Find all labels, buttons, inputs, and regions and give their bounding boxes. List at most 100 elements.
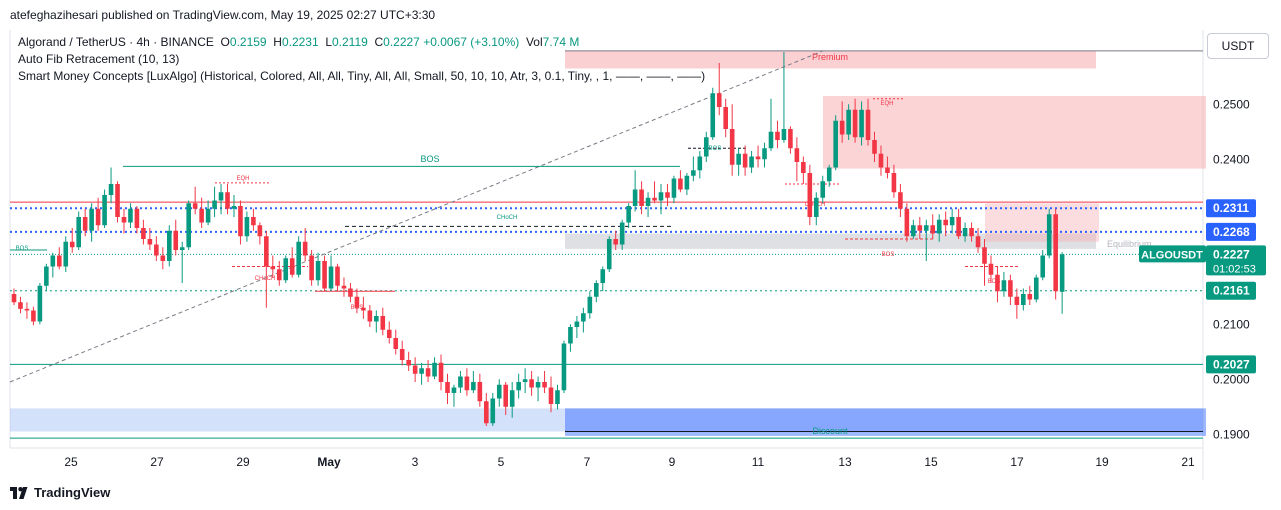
symbol-badge — [1139, 245, 1206, 263]
x-tick-label: 29 — [236, 455, 250, 469]
x-tick-label: 25 — [64, 455, 78, 469]
candle-body — [710, 93, 716, 138]
candle-body — [1008, 280, 1013, 297]
candle-body — [50, 255, 56, 267]
candle-body — [231, 206, 237, 209]
candle-body — [419, 368, 424, 374]
x-tick-label: 3 — [412, 455, 419, 469]
legend-o-label: O — [220, 35, 230, 49]
equilibrium-label: Equilibrium — [1107, 239, 1152, 249]
candle-body — [490, 398, 496, 424]
candle-body — [716, 93, 722, 107]
candle-body — [781, 129, 787, 140]
candle-body — [975, 236, 981, 248]
y-tick-label: 0.2400 — [1213, 152, 1250, 166]
x-tick-label: 17 — [1010, 455, 1024, 469]
candle-body — [44, 266, 49, 286]
candle-body — [11, 294, 17, 303]
last-price-badge — [1206, 245, 1266, 276]
candle-body — [762, 148, 767, 160]
candle-countdown: 01:02:53 — [1213, 263, 1256, 275]
currency-selector[interactable]: USDT — [1207, 33, 1269, 59]
candle-body — [703, 137, 709, 157]
fib-trendline — [9, 50, 824, 383]
brand-name: TradingView — [34, 485, 111, 500]
y-tick-label: 0.2500 — [1213, 97, 1250, 111]
x-tick-label: 27 — [150, 455, 164, 469]
candle-body — [671, 178, 677, 198]
candle-body — [425, 368, 431, 377]
legend-indicator-smc[interactable]: Smart Money Concepts [LuxAlgo] (Historic… — [18, 69, 706, 83]
candle-body — [238, 206, 243, 237]
candle-body — [244, 217, 250, 237]
candle-body — [852, 109, 858, 138]
candle-body — [665, 192, 670, 198]
candle-body — [445, 382, 450, 393]
x-tick-label: 11 — [752, 455, 765, 469]
candle-body — [898, 192, 903, 209]
legend-close: 0.2227 — [383, 35, 420, 49]
candle-body — [833, 120, 838, 168]
candle-body — [1059, 254, 1065, 292]
candles-group — [11, 52, 1065, 426]
candle-body — [134, 208, 140, 228]
price-badge-label: 0.2268 — [1213, 225, 1250, 239]
candle-body — [529, 379, 534, 388]
candle-body — [270, 266, 276, 270]
publisher-bar: atefeghazihesari published on TradingVie… — [0, 0, 1281, 30]
x-tick-label: 21 — [1181, 455, 1195, 469]
legend-indicator-fib[interactable]: Auto Fib Retracement (10, 13) — [18, 52, 180, 66]
candle-body — [212, 200, 217, 209]
candle-body — [619, 222, 625, 245]
candle-body — [826, 167, 832, 182]
candle-body — [302, 241, 308, 256]
structure-label: BOS — [988, 279, 1001, 285]
candle-body — [354, 296, 360, 308]
last-price-value: 0.2227 — [1213, 247, 1250, 261]
candle-body — [561, 343, 567, 391]
tradingview-logo[interactable]: TradingView — [10, 485, 110, 500]
candle-body — [309, 255, 314, 281]
candle-body — [878, 153, 884, 168]
structure-label: BOS — [882, 252, 895, 258]
candle-body — [742, 153, 748, 168]
candle-body — [438, 362, 444, 382]
candle-body — [458, 376, 463, 388]
candle-body — [95, 208, 101, 226]
candle-body — [380, 316, 386, 330]
legend-c-label: C — [374, 35, 384, 49]
candle-body — [108, 184, 114, 195]
candle-body — [684, 175, 690, 190]
candle-body — [535, 382, 541, 388]
candle-body — [509, 390, 515, 407]
candle-body — [315, 261, 321, 281]
candle-body — [1033, 277, 1039, 300]
candle-body — [1001, 280, 1007, 292]
candle-body — [386, 329, 392, 338]
symbol-badge-label: ALGOUSDT — [1141, 249, 1203, 261]
candle-body — [322, 261, 327, 289]
candle-body — [296, 241, 301, 275]
candle-body — [613, 239, 619, 245]
candle-body — [484, 401, 489, 424]
candle-body — [166, 230, 172, 261]
structure-label: CHoCH — [497, 215, 518, 221]
candle-body — [917, 225, 923, 231]
price-chart[interactable]: BOSBOSEQHCHoCHBOSCHoCHBOSCHoCHEQHBOSBOSP… — [0, 0, 1281, 480]
candle-body — [658, 192, 664, 201]
candle-body — [1027, 294, 1033, 300]
candle-body — [24, 308, 30, 311]
candle-body — [788, 129, 793, 149]
candle-body — [283, 258, 289, 281]
candle-body — [251, 217, 256, 226]
candle-body — [264, 236, 269, 267]
x-tick-label: 5 — [498, 455, 505, 469]
eqh-zone — [823, 96, 1206, 169]
candle-body — [393, 338, 399, 349]
candle-body — [943, 219, 948, 226]
candle-body — [225, 192, 230, 209]
candle-body — [794, 148, 800, 162]
candle-body — [121, 217, 127, 223]
candle-body — [568, 327, 573, 344]
structure-label: BOS — [709, 146, 722, 152]
